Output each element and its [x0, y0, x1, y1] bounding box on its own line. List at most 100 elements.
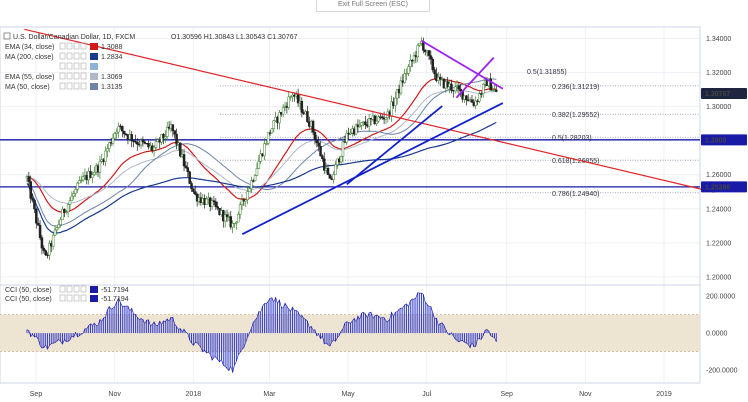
legend-control-icon: [59, 285, 66, 293]
candle-body: [433, 69, 436, 75]
cci-band-area: [0, 314, 700, 352]
fib-label: 0.382(1.29552): [552, 112, 599, 119]
candle-body: [257, 160, 261, 169]
candle-body: [130, 134, 133, 142]
candle-body: [121, 126, 124, 132]
candle-body: [405, 73, 408, 75]
legend-control-icon: [73, 62, 80, 70]
candle-body: [91, 174, 94, 179]
candle-body: [38, 224, 42, 238]
candle-body: [429, 55, 433, 60]
exit-fullscreen-button[interactable]: Exit Full Screen (ESC): [316, 0, 430, 12]
candle-body: [313, 131, 317, 141]
level-price-tag: 1.25286: [705, 184, 730, 191]
legend-control-icon: [73, 294, 80, 302]
candle-body: [364, 121, 367, 126]
candle-body: [311, 120, 315, 133]
candle-body: [367, 118, 371, 127]
candle-body: [143, 141, 147, 144]
candle-body: [81, 176, 85, 181]
candle-body: [113, 133, 117, 139]
price-tick-label: 1.26000: [706, 172, 731, 179]
candle-body: [476, 100, 479, 103]
candle-body: [495, 89, 498, 92]
candle-body: [79, 179, 83, 182]
candle-body: [31, 198, 34, 201]
legend-control-icon: [80, 62, 87, 70]
candle-body: [339, 156, 343, 163]
cci-tick-label: 200.0000: [706, 294, 735, 301]
candle-body: [74, 189, 77, 194]
candle-body: [124, 133, 128, 136]
indicator-value: 1.3088: [101, 44, 123, 51]
candle-body: [171, 124, 175, 131]
trend-line: [346, 105, 443, 185]
time-tick-label: Nov: [108, 391, 121, 398]
price-tick-label: 1.20000: [706, 274, 731, 281]
candle-body: [44, 250, 47, 256]
ma-50-line: [26, 78, 497, 227]
candle-body: [40, 237, 44, 249]
candle-body: [427, 50, 431, 56]
legend-control-icon: [59, 62, 66, 70]
candle-body: [63, 208, 66, 213]
candle-body: [233, 222, 236, 225]
time-tick-label: Jul: [422, 391, 431, 398]
candle-body: [141, 139, 145, 143]
candle-body: [263, 143, 266, 157]
indicator-label: EMA (34, close): [5, 44, 54, 51]
candle-body: [107, 142, 111, 149]
candle-body: [272, 120, 276, 129]
candle-body: [465, 95, 468, 101]
candle-body: [194, 191, 197, 195]
candle-body: [165, 126, 169, 137]
collapse-icon[interactable]: [3, 32, 11, 40]
candle-body: [175, 133, 178, 145]
candle-body: [409, 59, 412, 67]
last-price-tag: 1.30767: [705, 91, 730, 98]
candle-body: [407, 66, 410, 74]
candle-body: [98, 161, 102, 173]
candlesticks: [25, 37, 498, 261]
trend-line: [241, 102, 504, 235]
legend-control-icon: [66, 285, 73, 293]
candle-body: [48, 243, 51, 256]
fib-label: 0.618(1.26855): [552, 158, 599, 165]
candle-body: [205, 198, 208, 205]
cci-line: [26, 292, 497, 374]
trend-line: [455, 56, 495, 99]
indicator-legend: EMA (34, close) 1.3088 MA (200, close) 1.28…: [5, 42, 123, 91]
candle-body: [93, 172, 96, 175]
candle-body: [186, 167, 190, 172]
candle-body: [384, 117, 388, 120]
legend-control-icon: [80, 294, 87, 302]
candle-body: [266, 132, 270, 144]
legend-control-icon: [66, 62, 73, 70]
candle-body: [332, 174, 335, 180]
candle-body: [53, 229, 57, 236]
candle-body: [59, 219, 62, 225]
legend-control-icon: [80, 52, 87, 60]
legend-control-icon: [66, 52, 73, 60]
legend-color-swatch: [90, 83, 98, 90]
cci-tick-label: -200.0000: [706, 367, 738, 374]
candle-body: [265, 143, 268, 145]
candle-body: [319, 146, 322, 157]
candle-body: [478, 93, 481, 102]
candle-body: [235, 221, 238, 224]
cci-histogram: [26, 292, 497, 374]
candle-body: [317, 142, 320, 147]
candle-body: [106, 148, 109, 152]
cci-legend: CCI (50, close) -51.7194 CCI (50, close) -5…: [5, 285, 129, 303]
candle-body: [35, 208, 38, 224]
legend-control-icon: [80, 72, 87, 80]
candle-body: [416, 44, 420, 58]
candle-body: [216, 206, 219, 209]
price-tick-label: 1.22000: [706, 240, 731, 247]
candle-body: [270, 128, 274, 134]
candle-body: [42, 247, 46, 251]
candle-body: [450, 83, 453, 91]
price-axis: 1.340001.320001.300001.280001.260001.240…: [706, 36, 731, 281]
legend-color-swatch: [90, 43, 98, 50]
